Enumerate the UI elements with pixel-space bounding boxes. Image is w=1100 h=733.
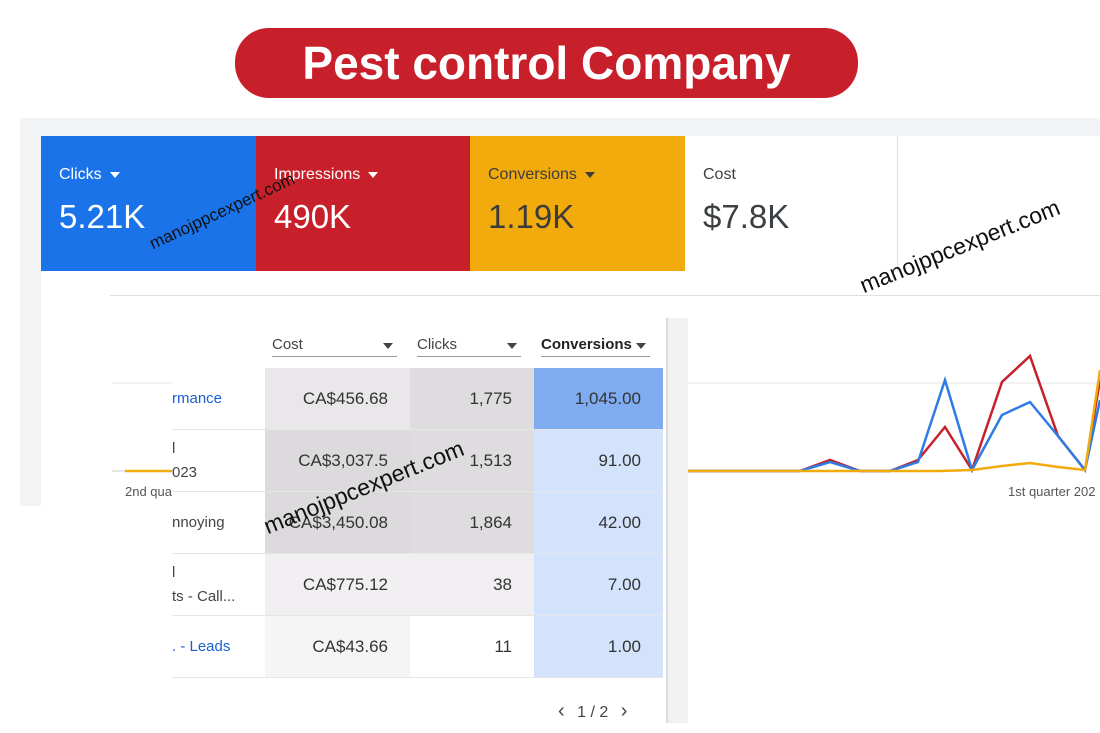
table-cell: 38 bbox=[410, 554, 534, 616]
row-label-text: l bbox=[172, 564, 176, 581]
row-label[interactable]: l 023 bbox=[172, 430, 265, 492]
metric-label: Impressions bbox=[274, 166, 470, 184]
sort-caret[interactable] bbox=[507, 343, 517, 349]
table-cell: 1,045.00 bbox=[534, 368, 663, 430]
table-cell: 1,864 bbox=[410, 492, 534, 554]
sort-caret[interactable] bbox=[383, 343, 393, 349]
pagination: ‹ 1 / 2 › bbox=[558, 700, 627, 723]
table-cell: CA$3,037.5 bbox=[265, 430, 410, 492]
column-title: Clicks bbox=[417, 336, 457, 353]
dropdown-caret[interactable] bbox=[368, 171, 379, 178]
row-label[interactable]: rmance bbox=[172, 368, 265, 430]
conversions-line bbox=[686, 369, 1100, 473]
row-divider bbox=[172, 615, 265, 616]
column-title: Cost bbox=[272, 336, 303, 353]
table-cell: 7.00 bbox=[534, 554, 663, 616]
x-axis-label: 1st quarter 202 bbox=[1008, 484, 1095, 499]
metric-value: 490K bbox=[274, 198, 352, 235]
table-cell: 42.00 bbox=[534, 492, 663, 554]
row-divider bbox=[172, 429, 265, 430]
blank-area bbox=[0, 506, 172, 733]
table-cell: 1,513 bbox=[410, 430, 534, 492]
metric-value: $7.8K bbox=[703, 198, 790, 235]
page-indicator: 1 / 2 bbox=[577, 704, 609, 721]
table-cell: 91.00 bbox=[534, 430, 663, 492]
metric-value: 1.19K bbox=[488, 198, 575, 235]
table-cell: 1,775 bbox=[410, 368, 534, 430]
metric-label: Cost bbox=[703, 166, 736, 183]
table-cell: 11 bbox=[410, 616, 534, 678]
row-label-text: . - Leads bbox=[172, 638, 231, 655]
title: Pest control Company bbox=[302, 37, 791, 89]
dropdown-caret[interactable] bbox=[584, 171, 595, 178]
scrollbar bbox=[666, 318, 688, 723]
column-title: Conversions bbox=[541, 336, 632, 353]
x-axis-label: 2nd qua bbox=[125, 484, 173, 499]
dropdown-caret[interactable] bbox=[109, 171, 120, 178]
metric-card[interactable]: Cost $7.8K bbox=[685, 136, 898, 271]
prev-button[interactable]: ‹ bbox=[558, 700, 565, 722]
row-label[interactable]: nnoying bbox=[172, 492, 265, 554]
table-cell: CA$3,450.08 bbox=[265, 492, 410, 554]
row-divider bbox=[172, 491, 265, 492]
row-label[interactable]: l ts - Call... bbox=[172, 554, 265, 616]
metric-label: Clicks bbox=[59, 166, 256, 184]
metric-card[interactable]: Clicks 5.21K bbox=[41, 136, 256, 271]
title-banner: Pest control Company bbox=[235, 28, 858, 98]
table-cell: CA$775.12 bbox=[265, 554, 410, 616]
row-divider bbox=[172, 677, 265, 678]
metric-card[interactable]: Conversions 1.19K bbox=[470, 136, 685, 271]
row-label-text: rmance bbox=[172, 390, 223, 407]
metric-card[interactable]: Impressions 490K bbox=[256, 136, 470, 271]
metric-value: 5.21K bbox=[59, 198, 146, 235]
sort-caret[interactable] bbox=[636, 343, 646, 349]
column-header[interactable]: Cost bbox=[272, 336, 397, 357]
table-cell: 1.00 bbox=[534, 616, 663, 678]
column-header[interactable]: Clicks bbox=[417, 336, 521, 357]
row-label[interactable]: . - Leads bbox=[172, 616, 265, 678]
row-label-text: l bbox=[172, 440, 176, 457]
row-divider bbox=[172, 553, 265, 554]
clicks-line bbox=[686, 375, 1100, 474]
next-button[interactable]: › bbox=[620, 700, 628, 722]
row-label-text: nnoying bbox=[172, 514, 225, 531]
table-cell: CA$456.68 bbox=[265, 368, 410, 430]
row-label-text: 023 bbox=[172, 464, 198, 481]
table-cell: CA$43.66 bbox=[265, 616, 410, 678]
row-label-text: ts - Call... bbox=[172, 588, 236, 605]
divider bbox=[110, 295, 1100, 296]
metric-label: Conversions bbox=[488, 166, 685, 184]
column-header[interactable]: Conversions bbox=[541, 336, 650, 357]
